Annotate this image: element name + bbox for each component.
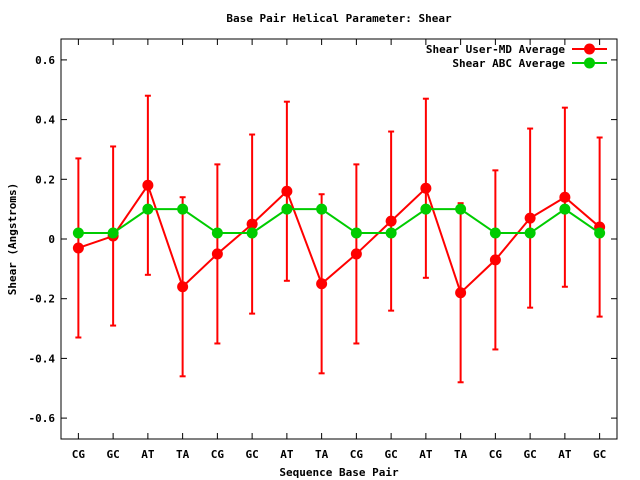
data-point: [281, 186, 292, 197]
x-tick-label: CG: [489, 448, 503, 461]
data-point: [316, 204, 327, 215]
series-layer: [73, 96, 605, 383]
x-tick-label: GC: [246, 448, 259, 461]
x-tick-label: CG: [211, 448, 225, 461]
legend-marker: [584, 44, 595, 55]
data-point: [212, 228, 223, 239]
data-point: [525, 213, 536, 224]
data-point: [525, 228, 536, 239]
x-tick-label: AT: [419, 448, 433, 461]
data-point: [559, 204, 570, 215]
x-tick-label: GC: [385, 448, 398, 461]
data-point: [73, 242, 84, 253]
data-point: [351, 248, 362, 259]
x-tick-label: TA: [315, 448, 329, 461]
data-point: [142, 180, 153, 191]
y-tick-label: 0: [48, 233, 55, 246]
data-point: [212, 248, 223, 259]
x-tick-label: CG: [350, 448, 364, 461]
x-tick-label: TA: [176, 448, 190, 461]
series-line: [78, 185, 599, 292]
legend-marker: [584, 58, 595, 69]
x-tick-label: AT: [141, 448, 155, 461]
x-tick-label: GC: [593, 448, 606, 461]
data-point: [73, 228, 84, 239]
data-point: [142, 204, 153, 215]
data-point: [177, 281, 188, 292]
series-1: [73, 96, 605, 383]
data-point: [108, 228, 119, 239]
data-point: [420, 204, 431, 215]
y-tick-label: 0.2: [35, 173, 55, 186]
x-tick-label: CG: [72, 448, 86, 461]
y-tick-label: -0.2: [29, 293, 56, 306]
x-tick-label: AT: [558, 448, 572, 461]
data-point: [559, 192, 570, 203]
data-point: [281, 204, 292, 215]
data-point: [455, 287, 466, 298]
axes: -0.6 -0.4 -0.2 0 0.2 0.4 0.6 CG GC AT TA CG GC AT TA CG…: [29, 39, 618, 461]
y-tick-label: 0.6: [35, 54, 55, 67]
data-point: [490, 228, 501, 239]
data-point: [316, 278, 327, 289]
chart-title: Base Pair Helical Parameter: Shear: [226, 12, 452, 25]
x-tick-label: AT: [280, 448, 294, 461]
data-point: [247, 228, 258, 239]
data-point: [594, 228, 605, 239]
plot-frame: [61, 39, 617, 439]
data-point: [455, 204, 466, 215]
data-point: [386, 216, 397, 227]
legend-label: Shear User-MD Average: [426, 43, 565, 56]
x-tick-label: GC: [524, 448, 537, 461]
data-point: [386, 228, 397, 239]
y-tick-label: -0.6: [29, 412, 56, 425]
data-point: [177, 204, 188, 215]
series-2: [73, 204, 605, 239]
y-axis-label: Shear (Angstroms): [6, 183, 19, 296]
x-tick-label: GC: [107, 448, 120, 461]
x-axis-label: Sequence Base Pair: [279, 466, 399, 479]
data-point: [490, 254, 501, 265]
y-tick-label: -0.4: [29, 352, 56, 365]
x-tick-label: TA: [454, 448, 468, 461]
legend-label: Shear ABC Average: [452, 57, 565, 70]
data-point: [420, 183, 431, 194]
data-point: [351, 228, 362, 239]
y-tick-label: 0.4: [35, 114, 55, 127]
